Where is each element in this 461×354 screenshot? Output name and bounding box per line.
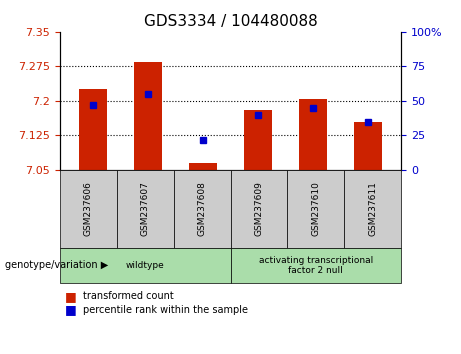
- Text: GSM237606: GSM237606: [84, 181, 93, 236]
- Title: GDS3334 / 104480088: GDS3334 / 104480088: [144, 14, 317, 29]
- Text: genotype/variation ▶: genotype/variation ▶: [5, 261, 108, 270]
- Text: ■: ■: [65, 290, 76, 303]
- Bar: [244, 110, 272, 170]
- Text: wildtype: wildtype: [126, 261, 165, 270]
- Text: ■: ■: [65, 303, 76, 316]
- Text: GSM237609: GSM237609: [254, 181, 263, 236]
- Text: activating transcriptional
factor 2 null: activating transcriptional factor 2 null: [259, 256, 373, 275]
- Text: GSM237607: GSM237607: [141, 181, 150, 236]
- Bar: [189, 163, 217, 170]
- Text: GSM237611: GSM237611: [368, 181, 377, 236]
- Text: transformed count: transformed count: [83, 291, 174, 302]
- Bar: [355, 121, 382, 170]
- Bar: [299, 98, 327, 170]
- Text: GSM237608: GSM237608: [198, 181, 207, 236]
- Bar: [79, 90, 106, 170]
- Bar: [134, 62, 162, 170]
- Text: GSM237610: GSM237610: [311, 181, 320, 236]
- Text: percentile rank within the sample: percentile rank within the sample: [83, 305, 248, 315]
